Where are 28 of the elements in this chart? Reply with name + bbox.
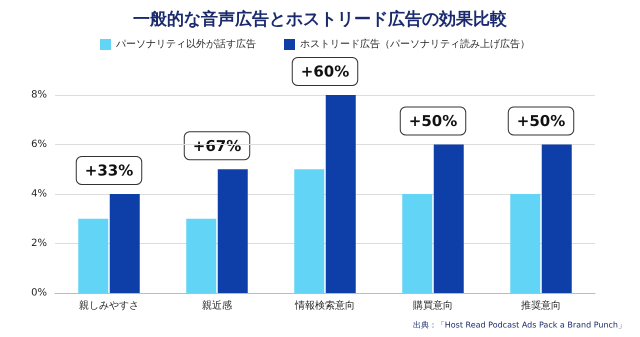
x-tick-label: 購買意向 [413,300,453,312]
source-note: 出典：「Host Read Podcast Ads Pack a Brand Punch」 [412,320,626,330]
legend-label: ホストリード広告（パーソナリティ読み上げ広告） [300,38,530,50]
annotation: +60% [300,62,350,80]
legend-label: パーソナリティ以外が話す広告 [115,38,256,50]
x-tick-label: 親近感 [202,300,232,312]
y-tick-label: 0% [31,288,47,298]
bar [434,144,464,293]
bar [542,144,572,293]
x-tick-label: 推奨意向 [521,300,561,312]
bar [294,169,324,293]
bar [186,218,216,293]
annotation: +50% [408,112,458,130]
y-tick-label: 4% [31,188,47,200]
y-tick-label: 2% [31,238,47,249]
annotation: +50% [516,112,566,130]
x-tick-label: 情報検索意向 [294,300,355,312]
annotation: +33% [84,162,134,180]
bar [326,95,356,293]
chart-title: 一般的な音声広告とホストリード広告の効果比較 [133,10,508,30]
y-tick-label: 8% [31,90,47,100]
bar [218,169,248,293]
y-tick-label: 6% [31,139,47,150]
bar [78,218,108,293]
x-tick-label: 親しみやすさ [79,300,139,312]
bar [110,194,140,293]
bar [510,194,540,293]
bar [402,194,432,293]
